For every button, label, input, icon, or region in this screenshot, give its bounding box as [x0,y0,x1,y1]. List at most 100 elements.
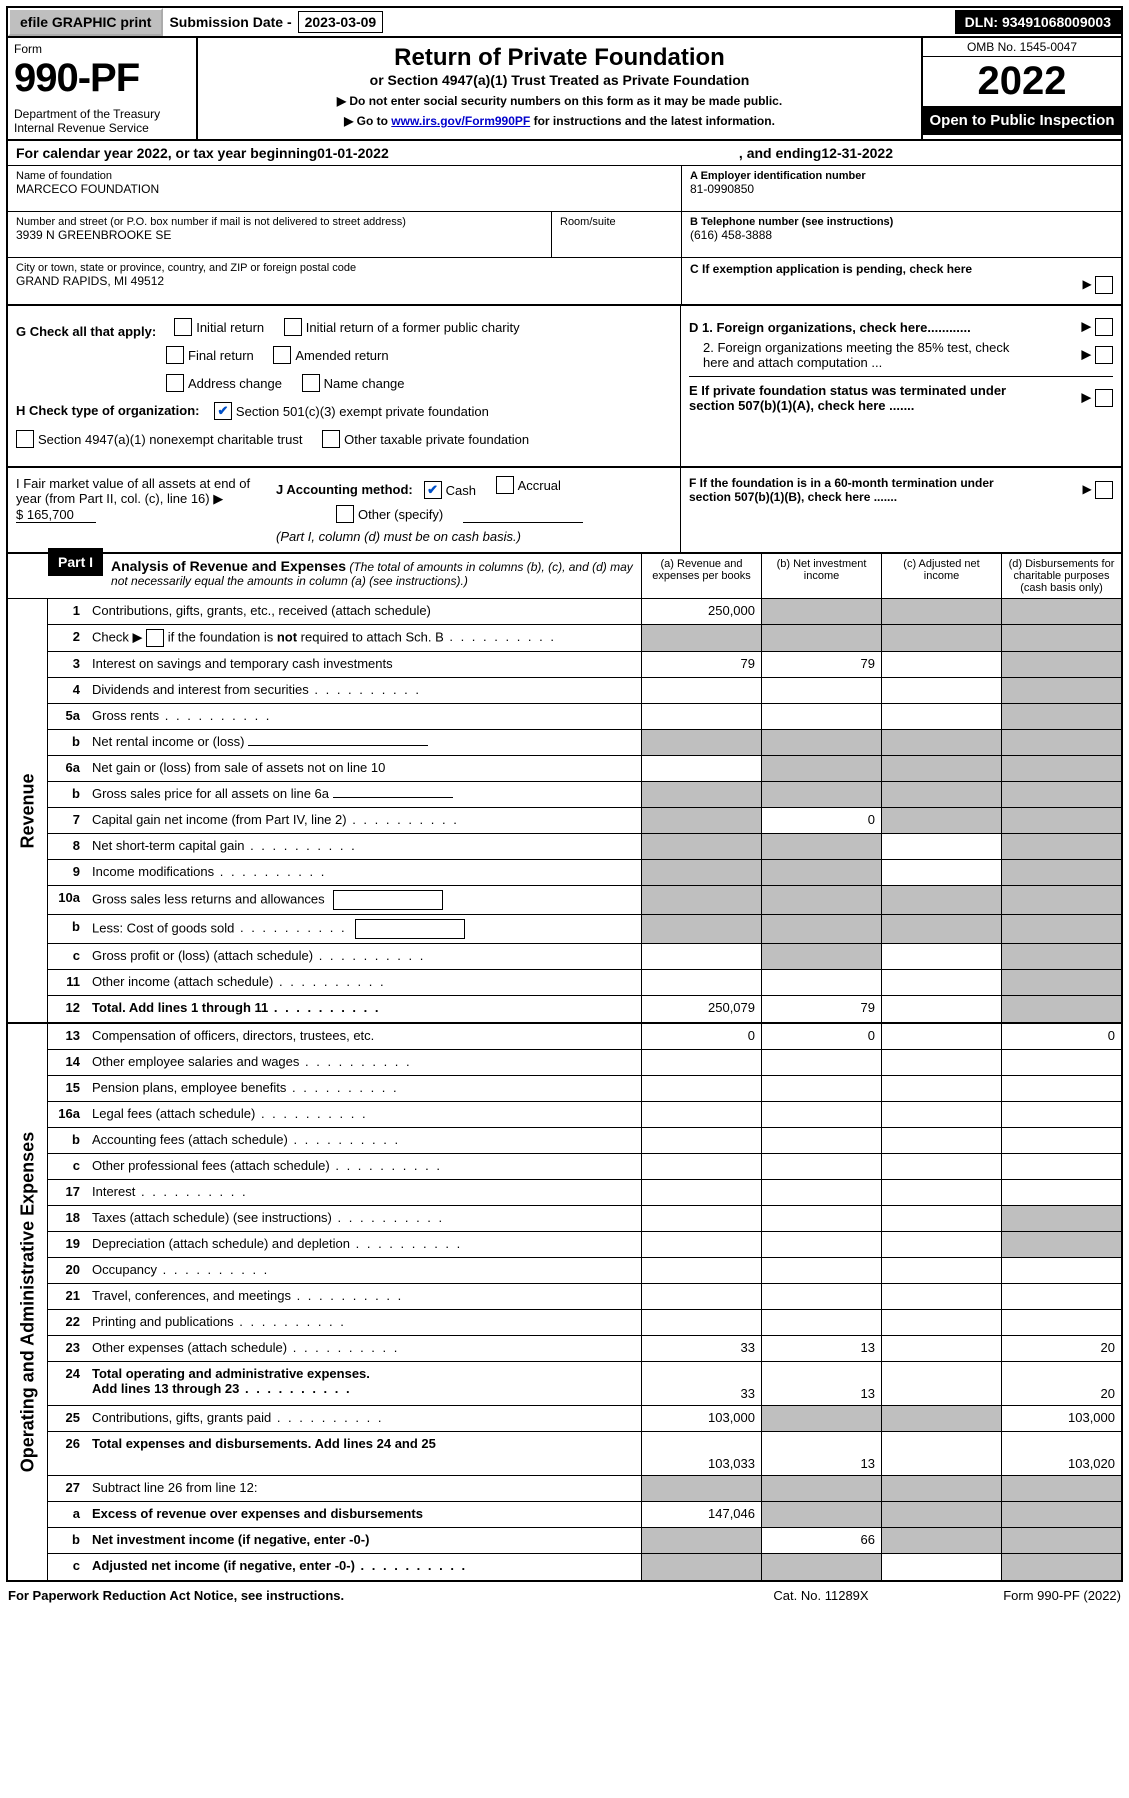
row-2: 2Check ▶ if the foundation is not requir… [48,625,1121,652]
row-17: 17Interest [48,1180,1121,1206]
i-value: $ 165,700 [16,507,96,523]
g-initial-checkbox[interactable] [174,318,192,336]
header-left: Form 990-PF Department of the Treasury I… [8,38,198,139]
row-6a: 6aNet gain or (loss) from sale of assets… [48,756,1121,782]
part1-description: Analysis of Revenue and Expenses (The to… [103,554,641,598]
h-4947-checkbox[interactable] [16,430,34,448]
form-number: 990-PF [14,56,190,101]
part1-title: Analysis of Revenue and Expenses [111,558,346,574]
row-14: 14Other employee salaries and wages [48,1050,1121,1076]
form-header: Form 990-PF Department of the Treasury I… [6,38,1123,141]
row-12: 12Total. Add lines 1 through 11250,07979 [48,996,1121,1022]
row-11: 11Other income (attach schedule) [48,970,1121,996]
g-addr-change-checkbox[interactable] [166,374,184,392]
part1-badge: Part I [48,548,103,576]
g-addr-change-label: Address change [188,376,282,391]
paperwork-notice: For Paperwork Reduction Act Notice, see … [8,1588,721,1603]
header-note-2: ▶ Go to www.irs.gov/Form990PF for instru… [206,114,913,128]
form-page: efile GRAPHIC print Submission Date - 20… [0,0,1129,1615]
row-5a: 5aGross rents [48,704,1121,730]
foundation-name-row: Name of foundation MARCECO FOUNDATION [8,166,681,212]
city-label: City or town, state or province, country… [16,262,673,274]
row-8: 8Net short-term capital gain [48,834,1121,860]
j-other-label: Other (specify) [358,507,443,522]
j-other-checkbox[interactable] [336,505,354,523]
submission-date-value: 2023-03-09 [298,11,384,33]
row-23: 23Other expenses (attach schedule)331320 [48,1336,1121,1362]
d-e-section: D 1. Foreign organizations, check here..… [681,306,1121,466]
h-other-label: Other taxable private foundation [344,432,529,447]
d2-label: 2. Foreign organizations meeting the 85%… [689,340,1029,370]
row-10b: bLess: Cost of goods sold [48,915,1121,944]
row-18: 18Taxes (attach schedule) (see instructi… [48,1206,1121,1232]
tel-label: B Telephone number (see instructions) [690,216,1113,228]
j-cash-checkbox[interactable]: ✔ [424,481,442,499]
identity-right: A Employer identification number 81-0990… [681,166,1121,304]
col-b-head: (b) Net investment income [761,554,881,598]
d2-checkbox[interactable] [1095,346,1113,364]
submission-date-label: Submission Date - [163,14,297,30]
g-label: G Check all that apply: [16,324,156,339]
row-10a: 10aGross sales less returns and allowanc… [48,886,1121,915]
page-footer: For Paperwork Reduction Act Notice, see … [6,1582,1123,1609]
city-row: City or town, state or province, country… [8,258,681,304]
i-section: I Fair market value of all assets at end… [16,476,276,544]
form-word: Form [14,42,190,56]
row-26: 26Total expenses and disbursements. Add … [48,1432,1121,1476]
i-j-section: I Fair market value of all assets at end… [8,468,681,552]
row-22: 22Printing and publications [48,1310,1121,1336]
g-amended-label: Amended return [295,348,388,363]
cal-text-b: , and ending [739,145,821,161]
h-other-checkbox[interactable] [322,430,340,448]
h-label: H Check type of organization: [16,403,199,418]
g-final-label: Final return [188,348,254,363]
e-checkbox[interactable] [1095,389,1113,407]
r2-checkbox[interactable] [146,629,164,647]
address-label: Number and street (or P.O. box number if… [16,216,543,228]
ein-value: 81-0990850 [690,182,1113,196]
instructions-link[interactable]: www.irs.gov/Form990PF [391,114,530,128]
d1-checkbox[interactable] [1095,318,1113,336]
tel-value: (616) 458-3888 [690,228,1113,242]
telephone-row: B Telephone number (see instructions) (6… [682,212,1121,258]
cal-end: 12-31-2022 [821,145,893,161]
row-4: 4Dividends and interest from securities [48,678,1121,704]
open-to-public: Open to Public Inspection [923,106,1121,135]
g-initial-label: Initial return [196,320,264,335]
h-501c3-checkbox[interactable]: ✔ [214,402,232,420]
g-initial-former-checkbox[interactable] [284,318,302,336]
expenses-table: Operating and Administrative Expenses 13… [6,1024,1123,1582]
g-section: G Check all that apply: Initial return I… [8,306,681,466]
ein-label: A Employer identification number [690,170,1113,182]
row-25: 25Contributions, gifts, grants paid103,0… [48,1406,1121,1432]
room-suite-label: Room/suite [551,212,681,257]
efile-print-button[interactable]: efile GRAPHIC print [8,8,163,36]
revenue-table: Revenue 1Contributions, gifts, grants, e… [6,599,1123,1024]
cal-begin: 01-01-2022 [317,145,389,161]
name-value: MARCECO FOUNDATION [16,182,673,196]
g-name-change-checkbox[interactable] [302,374,320,392]
header-center: Return of Private Foundation or Section … [198,38,921,139]
j-note: (Part I, column (d) must be on cash basi… [276,529,521,544]
identity-left: Name of foundation MARCECO FOUNDATION Nu… [8,166,681,304]
i-label: I Fair market value of all assets at end… [16,476,250,506]
top-bar: efile GRAPHIC print Submission Date - 20… [6,6,1123,38]
row-21: 21Travel, conferences, and meetings [48,1284,1121,1310]
j-accrual-checkbox[interactable] [496,476,514,494]
form-subtitle: or Section 4947(a)(1) Trust Treated as P… [206,72,913,88]
expenses-side-label: Operating and Administrative Expenses [8,1024,48,1580]
f-checkbox[interactable] [1095,481,1113,499]
g-final-checkbox[interactable] [166,346,184,364]
g-name-change-label: Name change [324,376,405,391]
form-ref: Form 990-PF (2022) [921,1588,1121,1603]
note2-suffix: for instructions and the latest informat… [530,114,775,128]
cal-text-a: For calendar year 2022, or tax year begi… [16,145,317,161]
header-right: OMB No. 1545-0047 2022 Open to Public In… [921,38,1121,139]
f-section: F If the foundation is in a 60-month ter… [681,468,1121,552]
g-amended-checkbox[interactable] [273,346,291,364]
omb-number: OMB No. 1545-0047 [923,38,1121,57]
j-label: J Accounting method: [276,482,413,497]
row-27c: cAdjusted net income (if negative, enter… [48,1554,1121,1580]
c-checkbox[interactable] [1095,276,1113,294]
row-7: 7Capital gain net income (from Part IV, … [48,808,1121,834]
